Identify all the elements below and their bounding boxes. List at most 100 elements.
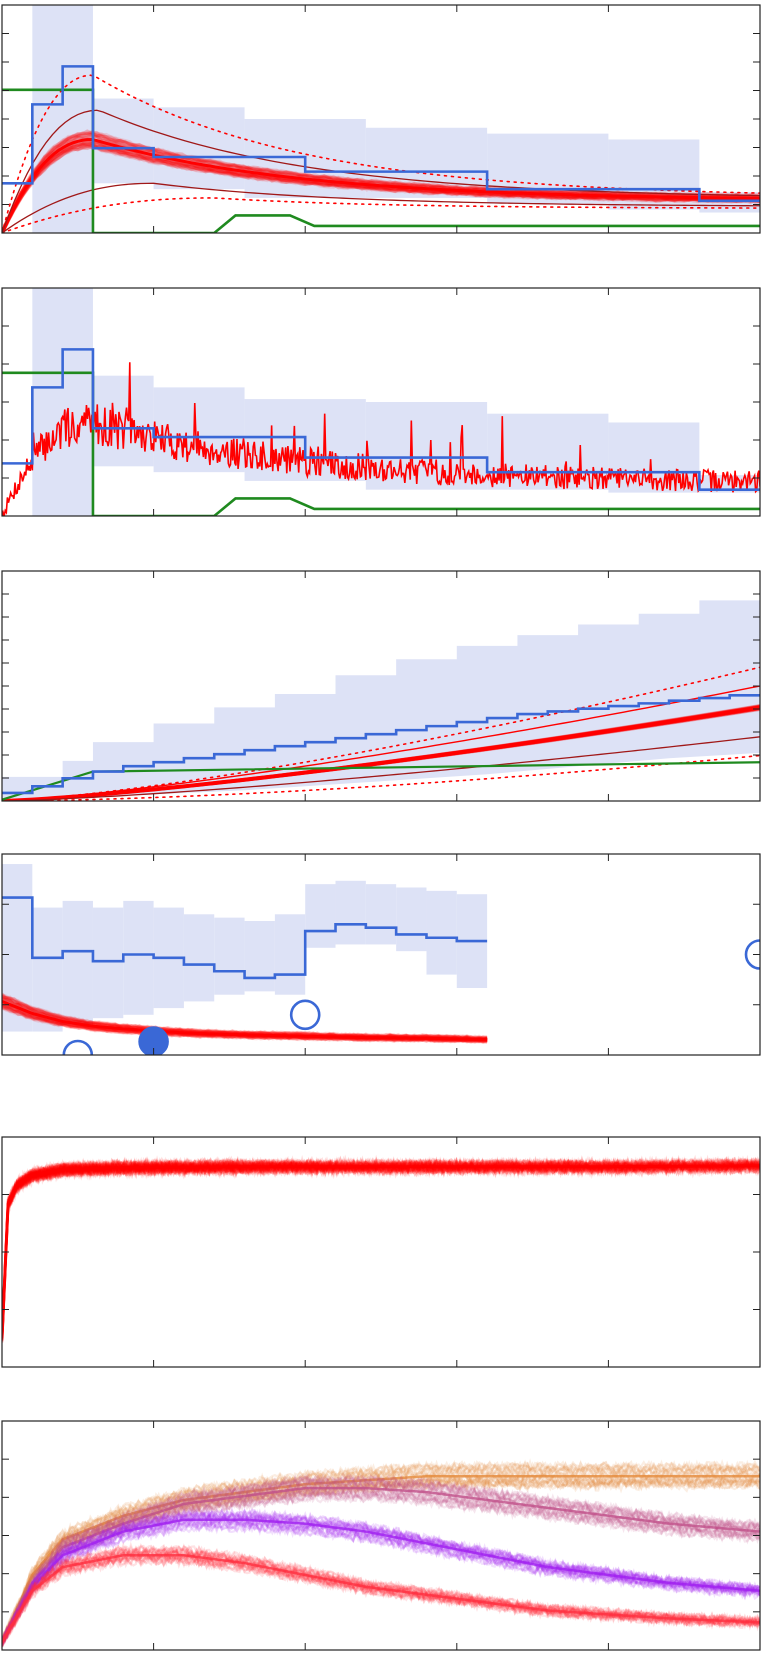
ensemble-trace (2, 1160, 760, 1339)
ensemble-trace (2, 143, 760, 233)
ensemble-trace (2, 130, 760, 233)
ensemble-trace (2, 1155, 760, 1338)
observed-step-line (2, 65, 760, 203)
panel-4-axes (1, 853, 761, 1056)
ensemble-trace (2, 1485, 760, 1647)
ensemble-trace (2, 993, 488, 1041)
ensemble-trace (2, 1158, 760, 1341)
ensemble-trace (2, 1160, 760, 1338)
ensemble-trace (2, 1490, 760, 1647)
ensemble-trace (2, 1489, 760, 1642)
ensemble-trace (2, 1475, 760, 1644)
ensemble-trace (2, 1160, 760, 1340)
ensemble-trace (2, 1553, 760, 1640)
ensemble-trace (2, 1476, 760, 1642)
ensemble-trace (2, 1005, 488, 1045)
ensemble-trace (2, 1154, 760, 1335)
median-curve (2, 1164, 760, 1339)
ensemble-trace (2, 141, 760, 233)
ensemble-trace (2, 1477, 760, 1645)
uncertainty-band (153, 107, 245, 190)
ensemble-trace (2, 1154, 760, 1334)
ensemble-trace (2, 1478, 760, 1644)
observed-step-line (2, 896, 488, 980)
ensemble-trace (2, 1155, 760, 1339)
uncertainty-band (2, 589, 760, 801)
ensemble-trace (2, 1006, 488, 1045)
inner-upper-curve (2, 685, 760, 801)
ensemble-trace (2, 1458, 760, 1644)
ensemble-trace (2, 1468, 760, 1643)
ensemble-trace (2, 145, 760, 233)
median-curve (2, 705, 760, 801)
ensemble-trace (2, 1158, 760, 1337)
uncertainty-band (92, 375, 154, 467)
ensemble-trace (2, 1552, 760, 1647)
ensemble-trace (2, 1156, 760, 1340)
uncertainty-band (244, 921, 275, 992)
ensemble-trace (2, 1474, 760, 1643)
ensemble-trace (2, 1160, 760, 1340)
inner-upper-curve (2, 109, 760, 233)
panel-3-plot (2, 589, 760, 801)
ensemble-trace (2, 1519, 760, 1648)
panel-1-axes (1, 4, 761, 234)
ensemble-trace (2, 1155, 760, 1336)
ensemble-trace (2, 1519, 760, 1643)
ensemble-trace (2, 1157, 760, 1338)
ensemble-trace (2, 129, 760, 233)
uncertainty-band (183, 914, 215, 1002)
ensemble-trace (2, 994, 488, 1041)
ensemble-trace (2, 1473, 760, 1645)
ensemble-trace (2, 144, 760, 233)
uncertainty-band (123, 900, 154, 1015)
ensemble-trace (2, 1155, 760, 1340)
uncertainty-band (32, 288, 93, 516)
ensemble-trace (2, 1461, 760, 1646)
ensemble-trace (2, 1548, 760, 1642)
ensemble-trace (2, 144, 760, 233)
ensemble-trace (2, 1474, 760, 1643)
open-marker (62, 1039, 94, 1055)
ensemble-trace (2, 1156, 760, 1338)
ensemble-trace (2, 1546, 760, 1644)
ensemble-trace (2, 1483, 760, 1648)
ensemble-trace (2, 1157, 760, 1336)
series-orange-curve (2, 1475, 760, 1643)
ensemble-trace (2, 1519, 760, 1640)
open-marker (289, 999, 321, 1031)
ensemble-trace (2, 1553, 760, 1648)
panel-3-axes (1, 570, 761, 802)
ensemble-trace (2, 993, 488, 1041)
ensemble-trace (2, 1513, 760, 1643)
ensemble-trace (2, 995, 488, 1041)
ensemble-trace (2, 993, 488, 1041)
ensemble-trace (2, 1519, 760, 1645)
ensemble-trace (2, 992, 488, 1040)
ensemble-trace (2, 1552, 760, 1647)
panel-2-axes (1, 287, 761, 517)
ensemble-trace (2, 1458, 760, 1646)
ensemble-trace (2, 1160, 760, 1342)
ensemble-trace (2, 1159, 760, 1336)
noisy-trace (2, 362, 760, 516)
inner-lower-curve (2, 182, 760, 233)
ensemble-trace (2, 1158, 760, 1336)
uncertainty-band (365, 884, 397, 945)
open-marker (744, 939, 760, 970)
ensemble-trace (2, 1158, 760, 1336)
ensemble-trace (2, 1511, 760, 1645)
panel-6-plot (2, 1458, 760, 1648)
panel-6-axes (1, 1420, 761, 1651)
ensemble-trace (2, 1472, 760, 1642)
ensemble-trace (2, 1160, 760, 1343)
ensemble-trace (2, 1474, 760, 1640)
ensemble-trace (2, 1479, 760, 1645)
ensemble-trace (2, 1486, 760, 1647)
ensemble-trace (2, 1549, 760, 1645)
ensemble-trace (2, 142, 760, 233)
uncertainty-band (305, 884, 336, 948)
ensemble-trace (2, 1154, 760, 1339)
ensemble-trace (2, 1459, 760, 1641)
